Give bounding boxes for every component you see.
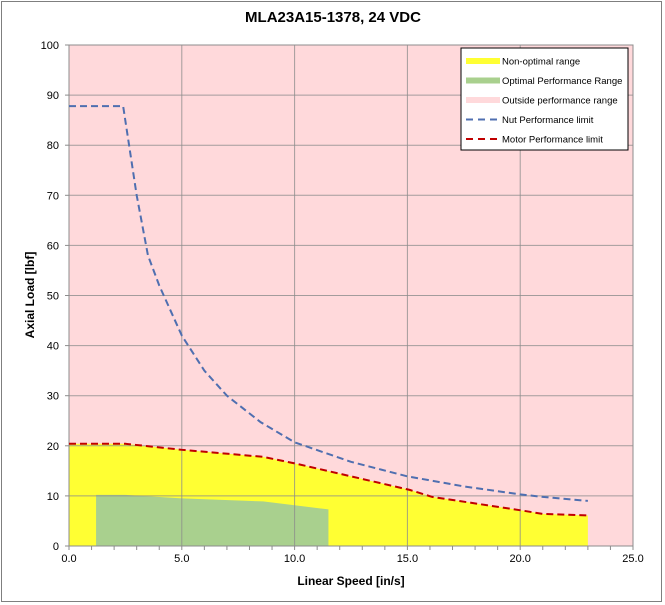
y-tick-label: 80 xyxy=(47,140,59,152)
x-tick-label: 10.0 xyxy=(284,553,305,565)
y-axis-label: Axial Load [lbf] xyxy=(23,252,37,339)
x-tick-label: 15.0 xyxy=(397,553,418,565)
x-tick-label: 20.0 xyxy=(509,553,530,565)
y-tick-label: 60 xyxy=(47,240,59,252)
line-motor-performance-limit xyxy=(69,442,588,517)
y-tick-label: 90 xyxy=(47,90,59,102)
x-tick-label: 0.0 xyxy=(61,553,76,565)
x-tick-label: 25.0 xyxy=(622,553,643,565)
chart-title: MLA23A15-1378, 24 VDC xyxy=(245,9,421,26)
legend-swatch xyxy=(466,58,500,64)
y-tick-label: 30 xyxy=(47,391,59,403)
x-tick-label: 5.0 xyxy=(174,553,189,565)
legend-label: Non-optimal range xyxy=(502,57,580,68)
y-tick-label: 40 xyxy=(47,341,59,353)
area-optimal-performance-range xyxy=(96,494,329,546)
x-axis-label: Linear Speed [in/s] xyxy=(297,574,404,588)
y-tick-label: 20 xyxy=(47,441,59,453)
y-tick-label: 50 xyxy=(47,291,59,303)
legend-swatch xyxy=(466,97,500,103)
y-tick-label: 100 xyxy=(41,40,59,52)
legend-label: Optimal Performance Range xyxy=(502,76,622,87)
y-tick-label: 0 xyxy=(53,541,59,553)
plot-border xyxy=(68,44,634,547)
line-nut-performance-limit xyxy=(69,105,588,502)
y-tick-label: 70 xyxy=(47,190,59,202)
legend-label: Motor Performance limit xyxy=(502,135,603,146)
legend: Non-optimal range Optimal Performance Ran… xyxy=(460,47,629,151)
legend-swatch xyxy=(466,77,500,84)
legend-label: Outside performance range xyxy=(502,96,618,107)
legend-label: Nut Performance limit xyxy=(502,115,594,126)
y-tick-label: 10 xyxy=(47,491,59,503)
